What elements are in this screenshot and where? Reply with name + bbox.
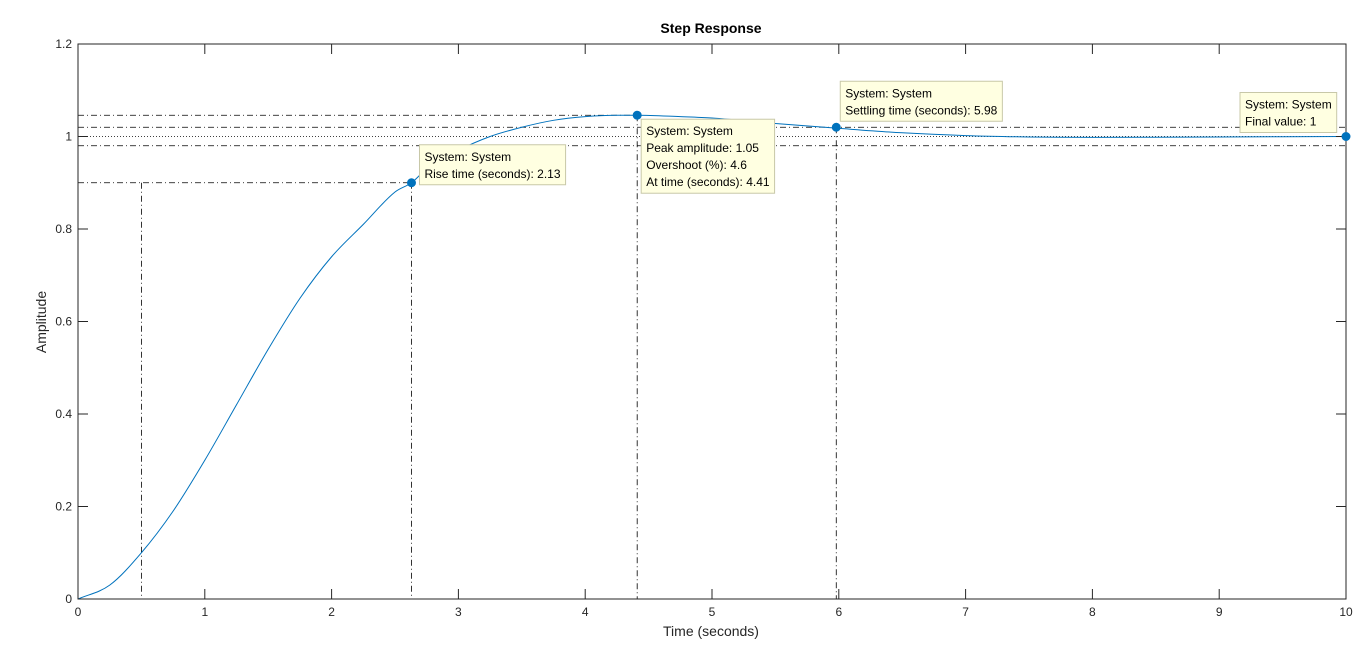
datatip-text: System: System [646, 124, 733, 138]
step-response-line [77, 114, 1347, 600]
y-tick-label: 0.4 [55, 407, 72, 421]
y-tick-label: 0 [65, 592, 72, 606]
datatip-text: At time (seconds): 4.41 [646, 175, 770, 189]
datatip-text: System: System [1245, 98, 1332, 112]
datatip-text: Peak amplitude: 1.05 [646, 141, 759, 155]
x-tick-label: 8 [1089, 605, 1096, 619]
x-tick-label: 2 [328, 605, 335, 619]
axes: 0 1 2 3 4 5 6 7 8 9 10 0 0.2 0.4 0.6 0.8 1 1.2 [55, 37, 1353, 619]
datatip-text: System: System [845, 86, 932, 100]
datatip-text: System: System [424, 150, 511, 164]
datatip-text: Final value: 1 [1245, 115, 1317, 129]
datatip-marker [406, 178, 416, 188]
datatip-rise-time: System: System Rise time (seconds): 2.13 [406, 144, 567, 188]
y-tick-label: 0.2 [55, 500, 72, 514]
y-tick-label: 0.8 [55, 222, 72, 236]
y-tick-label: 1.2 [55, 37, 72, 51]
x-tick-label: 7 [962, 605, 969, 619]
datatip-box [640, 118, 776, 194]
datatip-box [839, 80, 1003, 122]
datatip-box [1239, 92, 1338, 133]
datatip-peak-amplitude: System: System Peak amplitude: 1.05 Oversh… [632, 110, 776, 194]
x-axis-label: Time (seconds) [663, 623, 759, 639]
datatip-marker [632, 110, 642, 120]
datatip-box [418, 144, 567, 186]
y-tick-label: 1 [65, 130, 72, 144]
datatip-text: Rise time (seconds): 2.13 [424, 167, 560, 181]
x-tick-label: 10 [1339, 605, 1353, 619]
x-tick-label: 1 [201, 605, 208, 619]
x-tick-label: 5 [709, 605, 716, 619]
datatip-text: Overshoot (%): 4.6 [646, 158, 747, 172]
x-tick-label: 0 [75, 605, 82, 619]
datatip-marker [1341, 132, 1351, 141]
y-axis-label: Amplitude [33, 291, 49, 353]
datatip-settling-time: System: System Settling time (seconds): 5… [831, 80, 1003, 132]
x-tick-label: 4 [582, 605, 589, 619]
x-tick-label: 3 [455, 605, 462, 619]
datatip-text: Settling time (seconds): 5.98 [845, 103, 997, 117]
chart-title: Step Response [660, 20, 761, 36]
response-series [77, 114, 1347, 600]
y-tick-label: 0.6 [55, 315, 72, 329]
x-tick-label: 6 [835, 605, 842, 619]
x-tick-label: 9 [1216, 605, 1223, 619]
datatip-final-value: System: System Final value: 1 [1239, 92, 1351, 141]
datatip-marker [831, 122, 841, 132]
